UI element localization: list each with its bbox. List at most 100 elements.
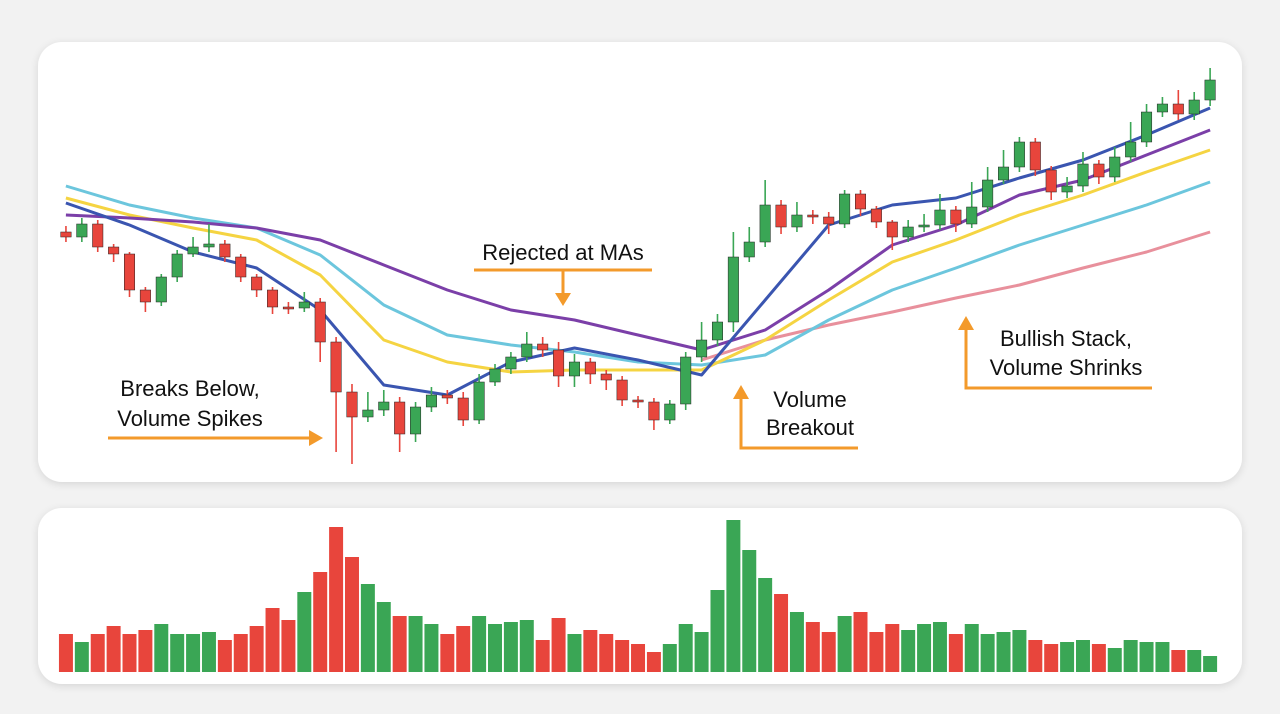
candle-body: [298, 301, 310, 309]
volume-bar: [1075, 640, 1090, 672]
volume-bar: [932, 622, 947, 672]
candle-body: [521, 343, 533, 358]
volume-bar: [154, 624, 169, 672]
annotation-text: Volume: [773, 387, 846, 412]
arrow-head: [555, 293, 571, 306]
moving-averages: [65, 106, 1211, 397]
volume-bar: [90, 634, 105, 672]
arrow-head: [958, 316, 974, 330]
candle-body: [1156, 103, 1168, 113]
candle-body: [680, 356, 692, 405]
volume-bar: [726, 520, 741, 672]
candle-body: [807, 214, 819, 218]
volume-bar: [472, 616, 487, 672]
volume-bar: [631, 644, 646, 672]
candle-body: [1061, 185, 1073, 193]
volume-bar: [774, 594, 789, 672]
volume-bar: [313, 572, 328, 672]
volume-bar: [1203, 656, 1218, 672]
volume-bar: [408, 616, 423, 672]
volume-bar: [122, 634, 137, 672]
annotation-arrow: [739, 396, 858, 450]
volume-bar: [853, 612, 868, 672]
volume-bar: [329, 527, 344, 672]
volume-bar: [885, 624, 900, 672]
annotation-text: Bullish Stack,: [1000, 326, 1132, 351]
volume-bar: [805, 622, 820, 672]
volume-bar: [1060, 642, 1075, 672]
candle-body: [759, 204, 771, 243]
candle-body: [251, 276, 263, 291]
volume-bar: [710, 590, 725, 672]
annotation-rejected: Rejected at MAs: [474, 240, 652, 306]
candle-body: [1077, 163, 1089, 187]
volume-bar: [138, 630, 153, 672]
candle-body: [1188, 99, 1200, 115]
candle-body: [76, 223, 88, 238]
volume-bar: [440, 634, 455, 672]
volume-bar: [917, 624, 932, 672]
candle-body: [187, 246, 199, 255]
volume-bar: [599, 634, 614, 672]
candle-body: [727, 256, 739, 323]
candle-body: [696, 339, 708, 358]
volume-bar: [281, 620, 296, 672]
volume-bar: [980, 634, 995, 672]
volume-bar: [249, 626, 264, 672]
candle-body: [998, 166, 1010, 181]
candle-body: [791, 214, 803, 228]
candle-body: [934, 209, 946, 226]
annotation-arrow: [964, 327, 1152, 390]
annotation-bullish: Bullish Stack, Volume Shrinks: [958, 316, 1152, 390]
candle-body: [282, 306, 294, 310]
candle-body: [870, 208, 882, 223]
candle-body: [664, 403, 676, 421]
volume-bar: [996, 632, 1011, 672]
volume-bar: [74, 642, 89, 672]
volume-bar: [1123, 640, 1138, 672]
volume-bar: [344, 557, 359, 672]
candle-body: [92, 223, 104, 248]
volume-bar: [58, 634, 73, 672]
candle-body: [1093, 163, 1105, 178]
arrow-head: [733, 385, 749, 399]
candle-body: [982, 179, 994, 208]
volume-bar: [1012, 630, 1027, 672]
volume-bar: [948, 634, 963, 672]
candles: [60, 68, 1216, 464]
volume-bar: [964, 624, 979, 672]
candle-body: [219, 243, 231, 258]
volume-bar: [170, 634, 185, 672]
candle-body: [902, 226, 914, 238]
candle-body: [584, 361, 596, 375]
volume-bars: [58, 520, 1218, 672]
candle-body: [823, 216, 835, 225]
candle-body: [330, 341, 342, 393]
ma-line: [65, 148, 1211, 374]
volume-bar: [662, 644, 677, 672]
candle-body: [616, 379, 628, 401]
volume-bar: [1155, 642, 1170, 672]
candle-body: [537, 343, 549, 351]
volume-bar: [456, 626, 471, 672]
volume-bar: [233, 634, 248, 672]
candle-body: [473, 381, 485, 421]
candle-body: [553, 349, 565, 377]
arrow-head: [309, 430, 323, 446]
volume-bar: [901, 630, 916, 672]
candle-body: [425, 394, 437, 408]
candle-body: [267, 289, 279, 308]
candle-body: [711, 321, 723, 341]
volume-bar: [821, 632, 836, 672]
volume-bar: [1044, 644, 1059, 672]
candle-body: [950, 209, 962, 225]
candle-body: [1125, 141, 1137, 158]
candle-body: [1045, 169, 1057, 193]
candle-body: [489, 368, 501, 383]
candle-body: [314, 301, 326, 343]
volume-bar: [106, 626, 121, 672]
volume-bar: [742, 550, 757, 672]
volume-bar: [424, 624, 439, 672]
volume-bar: [789, 612, 804, 672]
